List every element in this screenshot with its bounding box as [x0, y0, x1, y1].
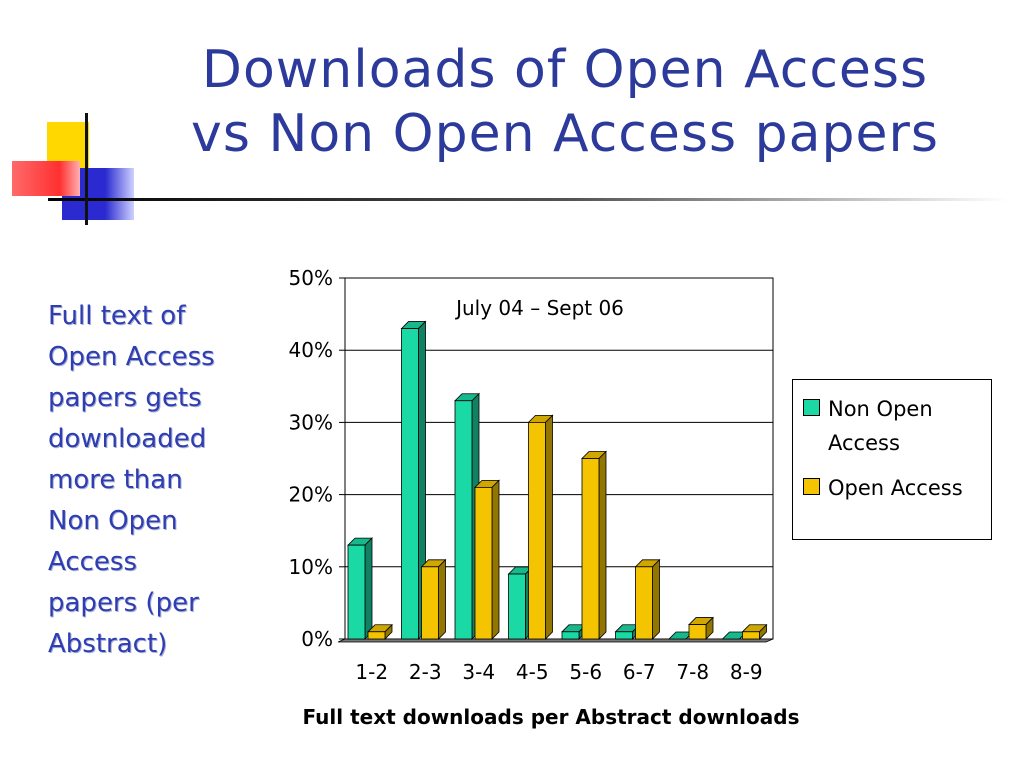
chart-floor	[337, 638, 774, 643]
y-tick-label: 30%	[289, 410, 333, 434]
bar-open-access	[474, 479, 500, 640]
x-tick-label: 3-4	[462, 660, 495, 684]
bar-open-access	[688, 616, 714, 640]
side-note-line: Non Open	[48, 506, 178, 536]
legend-item-open-access: Open Access	[803, 471, 988, 505]
bar-open-access	[634, 558, 661, 640]
legend-label: Open Access	[828, 476, 963, 500]
slide-decoration	[12, 113, 1008, 225]
bar-open-access	[581, 450, 607, 640]
y-tick-label: 40%	[289, 338, 333, 362]
side-note: Full text of Open Access papers gets dow…	[48, 296, 263, 665]
x-tick-label: 5-6	[569, 660, 602, 684]
legend-swatch-non-open-access	[803, 399, 820, 416]
side-note-line: papers (per	[48, 588, 199, 618]
side-note-line: downloaded	[48, 424, 207, 454]
side-note-line: Abstract)	[48, 629, 168, 659]
bar-open-access	[741, 623, 768, 640]
legend-swatch-open-access	[803, 478, 820, 495]
deco-horizontal-line	[48, 198, 1008, 201]
y-tick-label: 0%	[301, 627, 333, 651]
y-tick-label: 20%	[289, 483, 333, 507]
x-axis-label: Full text downloads per Abstract downloa…	[303, 705, 800, 729]
deco-red-bar	[12, 161, 80, 196]
bar-open-access	[367, 623, 393, 640]
x-tick-label: 7-8	[676, 660, 709, 684]
side-note-line: Open Access	[48, 342, 215, 372]
side-note-line: more than	[48, 465, 183, 495]
bar-non-open-access	[347, 537, 373, 640]
bar-open-access	[420, 558, 447, 640]
legend-label: Non Open Access	[828, 397, 933, 455]
bar-non-open-access	[400, 320, 427, 640]
side-note-line: Full text of	[48, 301, 186, 331]
legend-item-non-open-access: Non Open Access	[803, 392, 988, 460]
title-line-1: Downloads of Open Access	[201, 40, 929, 100]
side-note-line: papers gets	[48, 383, 202, 413]
bar-open-access	[527, 414, 554, 640]
deco-vertical-line	[85, 113, 88, 225]
slide-title: Downloads of Open Access vs Non Open Acc…	[130, 38, 1000, 166]
side-note-line: Access	[48, 547, 138, 577]
x-tick-label: 4-5	[516, 660, 549, 684]
x-tick-label: 8-9	[730, 660, 763, 684]
x-tick-label: 2-3	[409, 660, 442, 684]
y-tick-label: 50%	[289, 266, 333, 290]
x-tick-label: 6-7	[623, 660, 656, 684]
y-tick-label: 10%	[289, 555, 333, 579]
chart-legend: Non Open Access Open Access	[792, 379, 992, 540]
bar-chart: 0% 10% 20% 30% 40% 50% 1-2 2-3 3-4 4-5 5-6 6-7 7-8 8-…	[289, 266, 800, 729]
chart-annotation: July 04 – Sept 06	[454, 296, 624, 320]
title-line-2: vs Non Open Access papers	[191, 104, 939, 164]
x-tick-label: 1-2	[355, 660, 388, 684]
